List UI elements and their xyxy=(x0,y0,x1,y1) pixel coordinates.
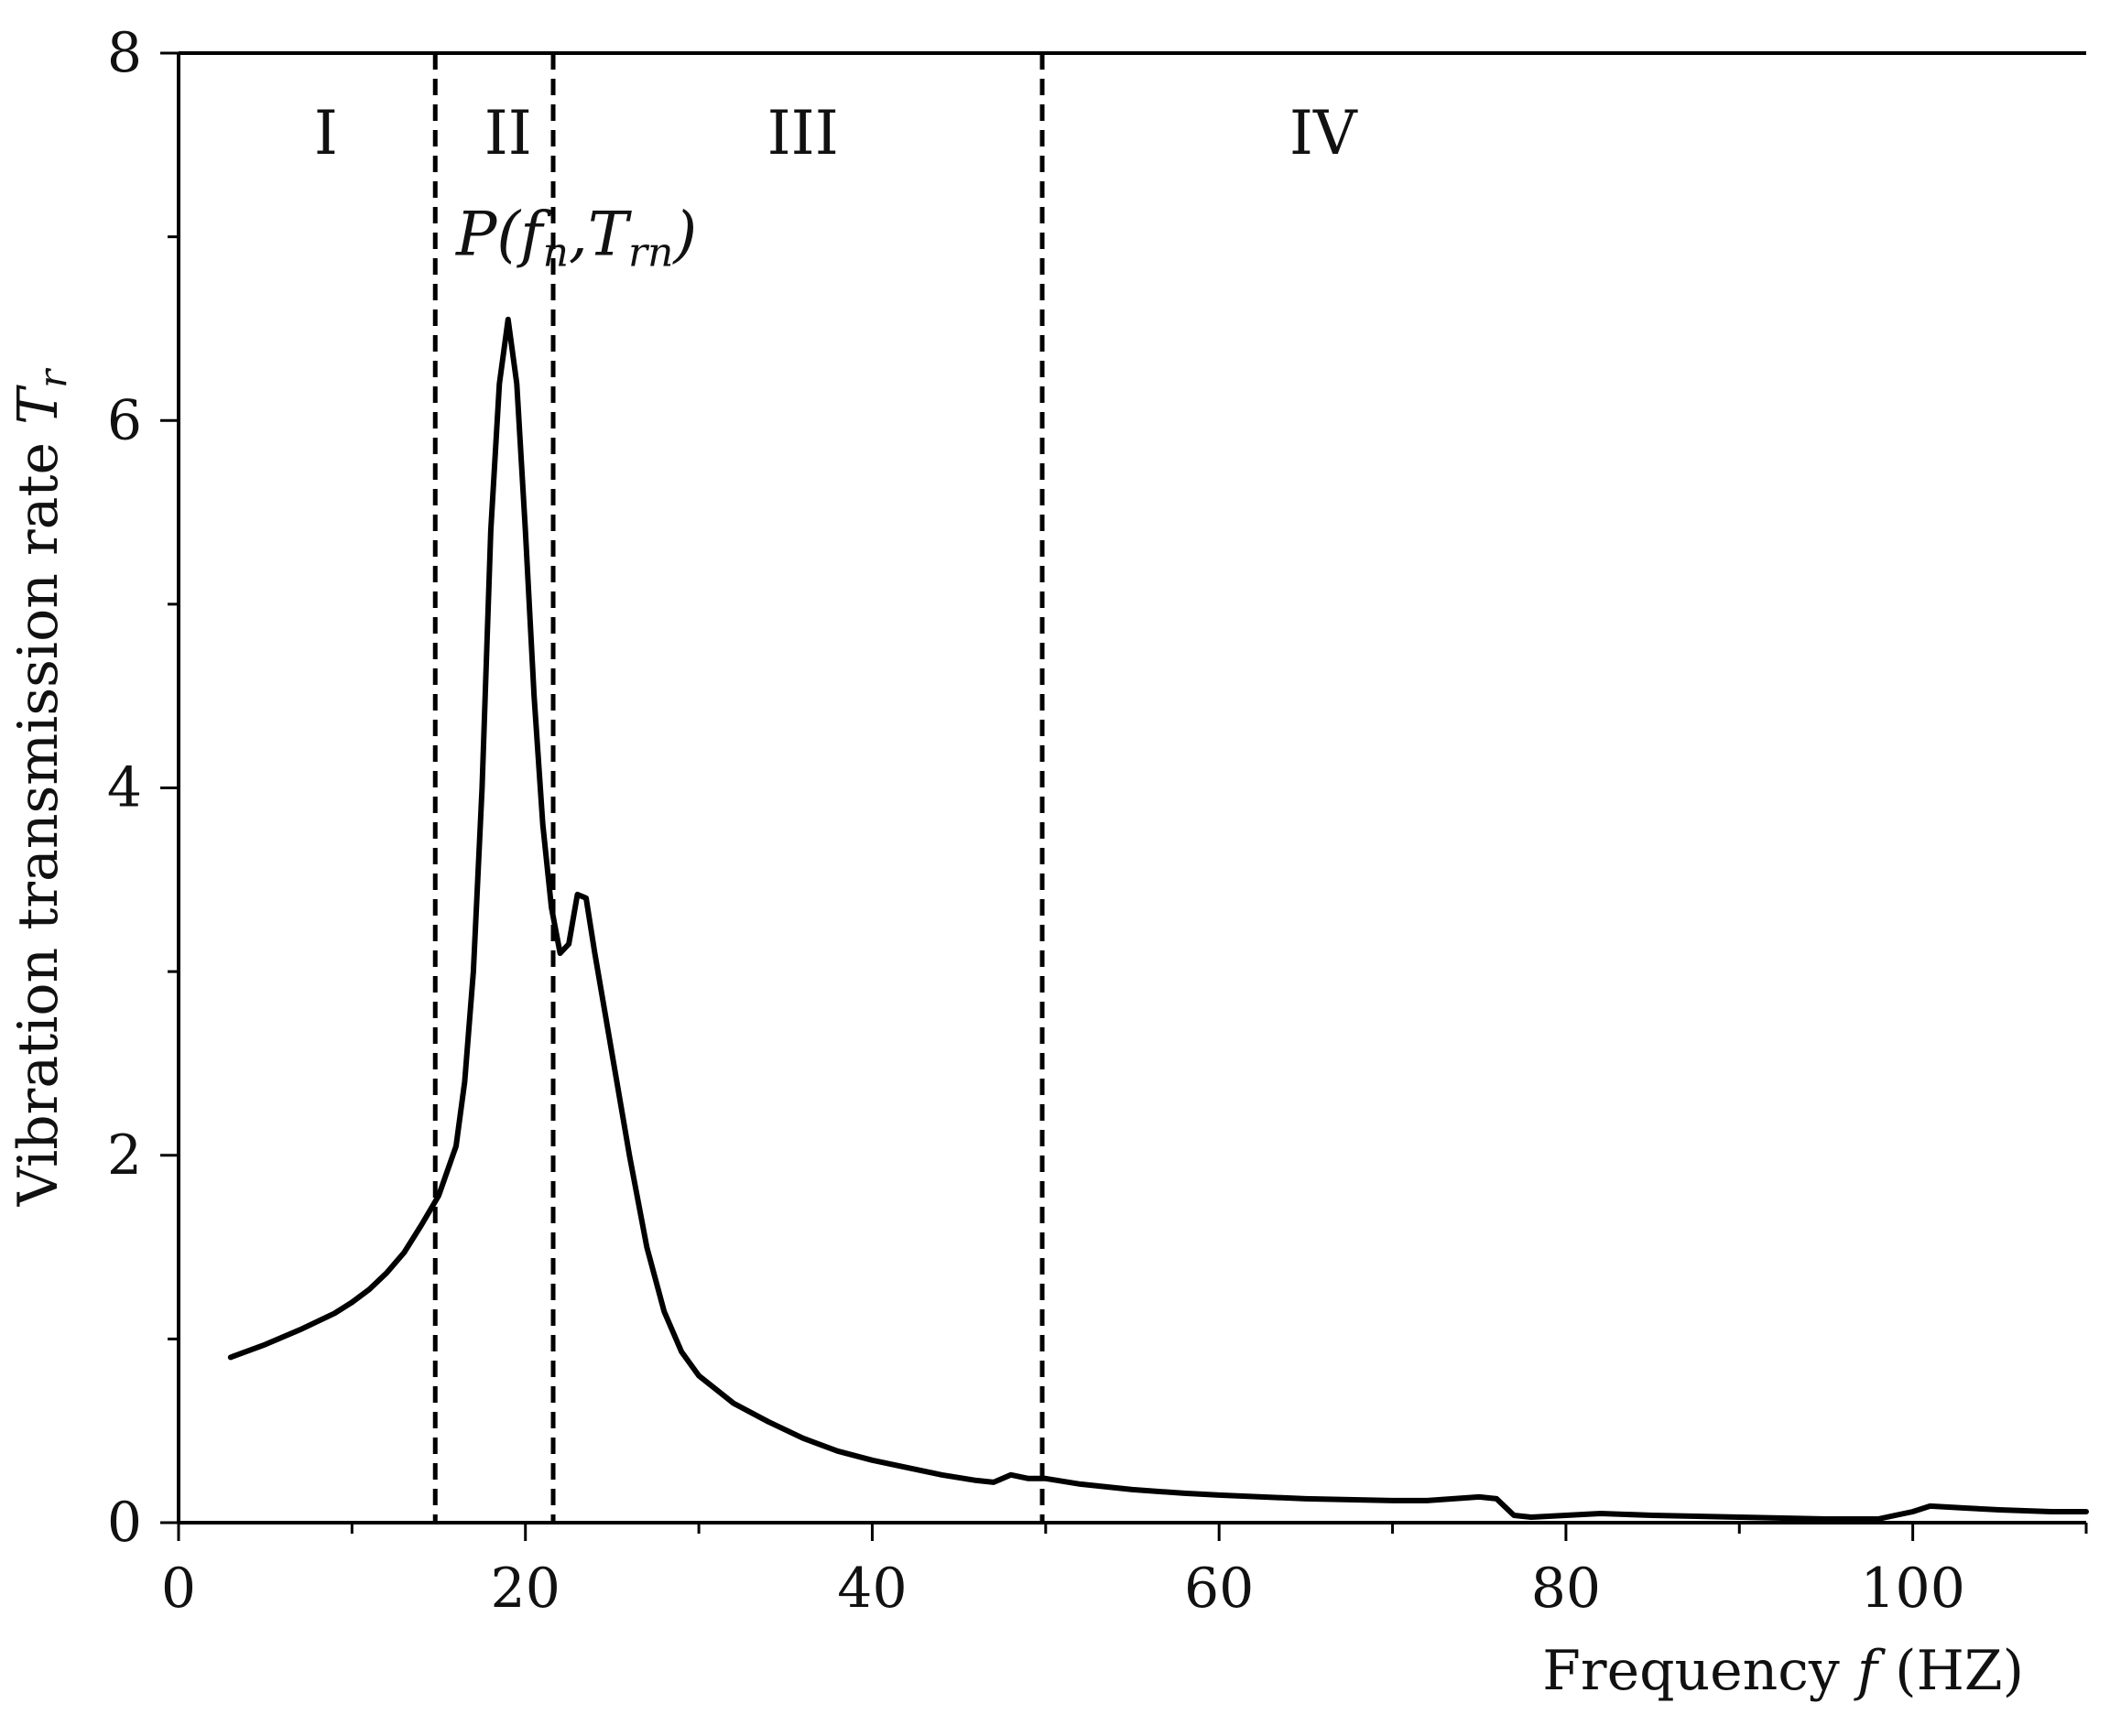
series-line xyxy=(227,316,2089,1522)
y-axis-title-prefix: Vibration transmission rate xyxy=(6,425,71,1207)
y-tick-label: 2 xyxy=(107,1123,142,1188)
peak-annotation: P(fn,Trn) xyxy=(455,200,697,277)
y-axis-title-var: T xyxy=(6,385,71,425)
y-axis-title-sub: r xyxy=(30,367,75,388)
y-tick-label: 0 xyxy=(107,1491,142,1555)
x-tick-label: 40 xyxy=(837,1557,907,1621)
x-axis-title: Frequency f (HZ) xyxy=(1542,1639,2024,1703)
y-tick-label: 8 xyxy=(107,21,142,85)
region-label: I xyxy=(314,98,338,168)
region-boundaries xyxy=(432,53,1045,1523)
region-labels: I II III IV xyxy=(314,98,1358,168)
region-label: IV xyxy=(1289,98,1358,168)
series-layer xyxy=(227,316,2089,1522)
x-tick-label: 0 xyxy=(161,1557,196,1621)
y-tick-label: 4 xyxy=(107,756,142,820)
x-tick-label: 60 xyxy=(1184,1557,1254,1621)
x-axis-title-suffix: (HZ) xyxy=(1877,1639,2024,1703)
axes: 0 20 40 60 80 100 0 2 4 6 8 xyxy=(107,21,2088,1621)
x-tick-label: 100 xyxy=(1860,1557,1965,1621)
y-axis-title: Vibration transmission rate Tr xyxy=(6,367,75,1207)
x-axis-title-prefix: Frequency xyxy=(1542,1639,1857,1703)
region-label: II xyxy=(484,98,532,168)
y-tick-label: 6 xyxy=(107,388,142,452)
region-label: III xyxy=(767,98,839,168)
x-tick-label: 80 xyxy=(1531,1557,1601,1621)
x-tick-label: 20 xyxy=(491,1557,560,1621)
